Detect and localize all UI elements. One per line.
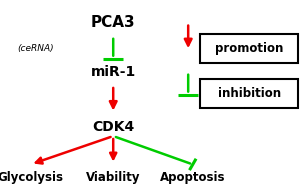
Text: promotion: promotion bbox=[215, 42, 284, 55]
Text: Viability: Viability bbox=[86, 171, 140, 184]
Text: CDK4: CDK4 bbox=[92, 120, 134, 134]
Text: miR-1: miR-1 bbox=[91, 65, 136, 79]
Text: PCA3: PCA3 bbox=[91, 15, 136, 30]
Bar bbox=[200, 79, 298, 108]
Bar bbox=[200, 34, 298, 63]
Text: Apoptosis: Apoptosis bbox=[160, 171, 226, 184]
Text: Glycolysis: Glycolysis bbox=[0, 171, 64, 184]
Text: inhibition: inhibition bbox=[218, 87, 281, 100]
Text: (ceRNA): (ceRNA) bbox=[17, 44, 54, 53]
